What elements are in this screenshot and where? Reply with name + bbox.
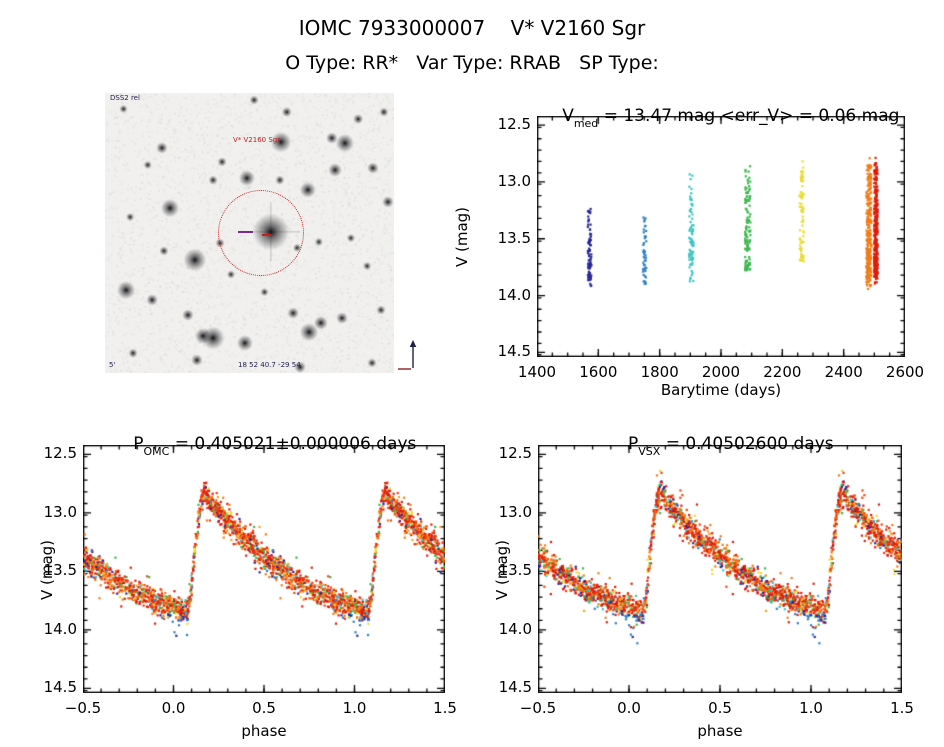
x-tick-label: 1.0 <box>799 699 823 717</box>
barytime-plot: 1400 1600 1800 2000 2200 2400 2600 12.5 13.0 13.5… <box>498 116 924 380</box>
x-tick-label: 2400 <box>824 363 863 381</box>
title-symbol: P <box>627 434 639 454</box>
vsx-phase-canvas <box>538 445 902 693</box>
compass-icon <box>398 340 417 370</box>
x-tick-label: 1.0 <box>342 699 367 717</box>
y-tick-label: 14.5 <box>498 678 532 697</box>
y-tick-label: 14.5 <box>497 342 531 361</box>
y-tick-label: 14.0 <box>498 619 532 638</box>
x-tick-label: 1800 <box>640 363 679 381</box>
y-tick-label: 12.5 <box>497 115 531 134</box>
x-tick-label: 1.5 <box>433 699 457 717</box>
x-tick-label: 2000 <box>701 363 741 381</box>
finding-chart-survey-label: DSS2 rel <box>110 94 140 102</box>
x-tick-label: 2200 <box>763 363 802 381</box>
finding-chart: V* V2160 Sgr DSS2 rel 5' 18 52 40.7 -29 … <box>105 93 394 373</box>
target-offset-marker <box>262 234 271 236</box>
x-tick-label: −0.5 <box>519 699 557 717</box>
omc-xlabel: phase <box>241 722 287 740</box>
omc-phase-plot: −0.5 0.0 0.5 1.0 1.5 12.5 13.0 13.5 14.0 14.5 <box>44 445 457 716</box>
y-tick-label: 12.5 <box>43 444 77 463</box>
target-circle-marker <box>218 190 304 276</box>
x-tick-label: 0.0 <box>161 699 186 717</box>
y-tick-label: 13.5 <box>498 561 532 580</box>
x-tick-label: 1600 <box>579 363 618 381</box>
vsx-ylabel: V (mag) <box>493 539 511 601</box>
target-position-marker <box>238 231 253 233</box>
barytime-canvas <box>537 116 905 357</box>
finding-chart-coords-label: 18 52 40.7 -29 54 <box>238 361 301 369</box>
vsx-xlabel: phase <box>697 722 743 740</box>
x-tick-label: 0.0 <box>617 699 641 717</box>
x-tick-label: 0.5 <box>252 699 276 717</box>
x-tick-label: 1400 <box>517 363 557 381</box>
y-tick-label: 13.5 <box>43 561 77 580</box>
vsx-phase-plot: −0.5 0.0 0.5 1.0 1.5 12.5 13.0 13.5 14.0 14.5 <box>499 445 914 716</box>
page-title: IOMC 7933000007 V* V2160 Sgr <box>298 16 646 40</box>
title-symbol: P <box>133 434 144 454</box>
y-tick-label: 14.0 <box>497 285 531 304</box>
x-tick-label: 2600 <box>885 363 925 381</box>
omc-phase-canvas <box>83 445 445 693</box>
y-tick-label: 14.0 <box>43 619 77 638</box>
y-tick-label: 13.0 <box>43 502 77 521</box>
y-tick-label: 12.5 <box>498 444 532 463</box>
omc-ylabel: V (mag) <box>38 539 56 601</box>
barytime-ylabel: V (mag) <box>453 206 471 268</box>
finding-chart-scale-label: 5' <box>109 361 116 369</box>
barytime-xlabel: Barytime (days) <box>660 381 782 399</box>
y-tick-label: 13.0 <box>497 171 531 190</box>
y-tick-label: 13.5 <box>497 228 531 247</box>
finding-chart-target-label: V* V2160 Sgr <box>233 136 281 144</box>
y-tick-label: 14.5 <box>43 678 77 697</box>
page-subtitle: O Type: RR* Var Type: RRAB SP Type: <box>285 52 659 74</box>
x-tick-label: 1.5 <box>890 699 914 717</box>
y-tick-label: 13.0 <box>498 502 532 521</box>
x-tick-label: 0.5 <box>708 699 732 717</box>
x-tick-label: −0.5 <box>64 699 102 717</box>
